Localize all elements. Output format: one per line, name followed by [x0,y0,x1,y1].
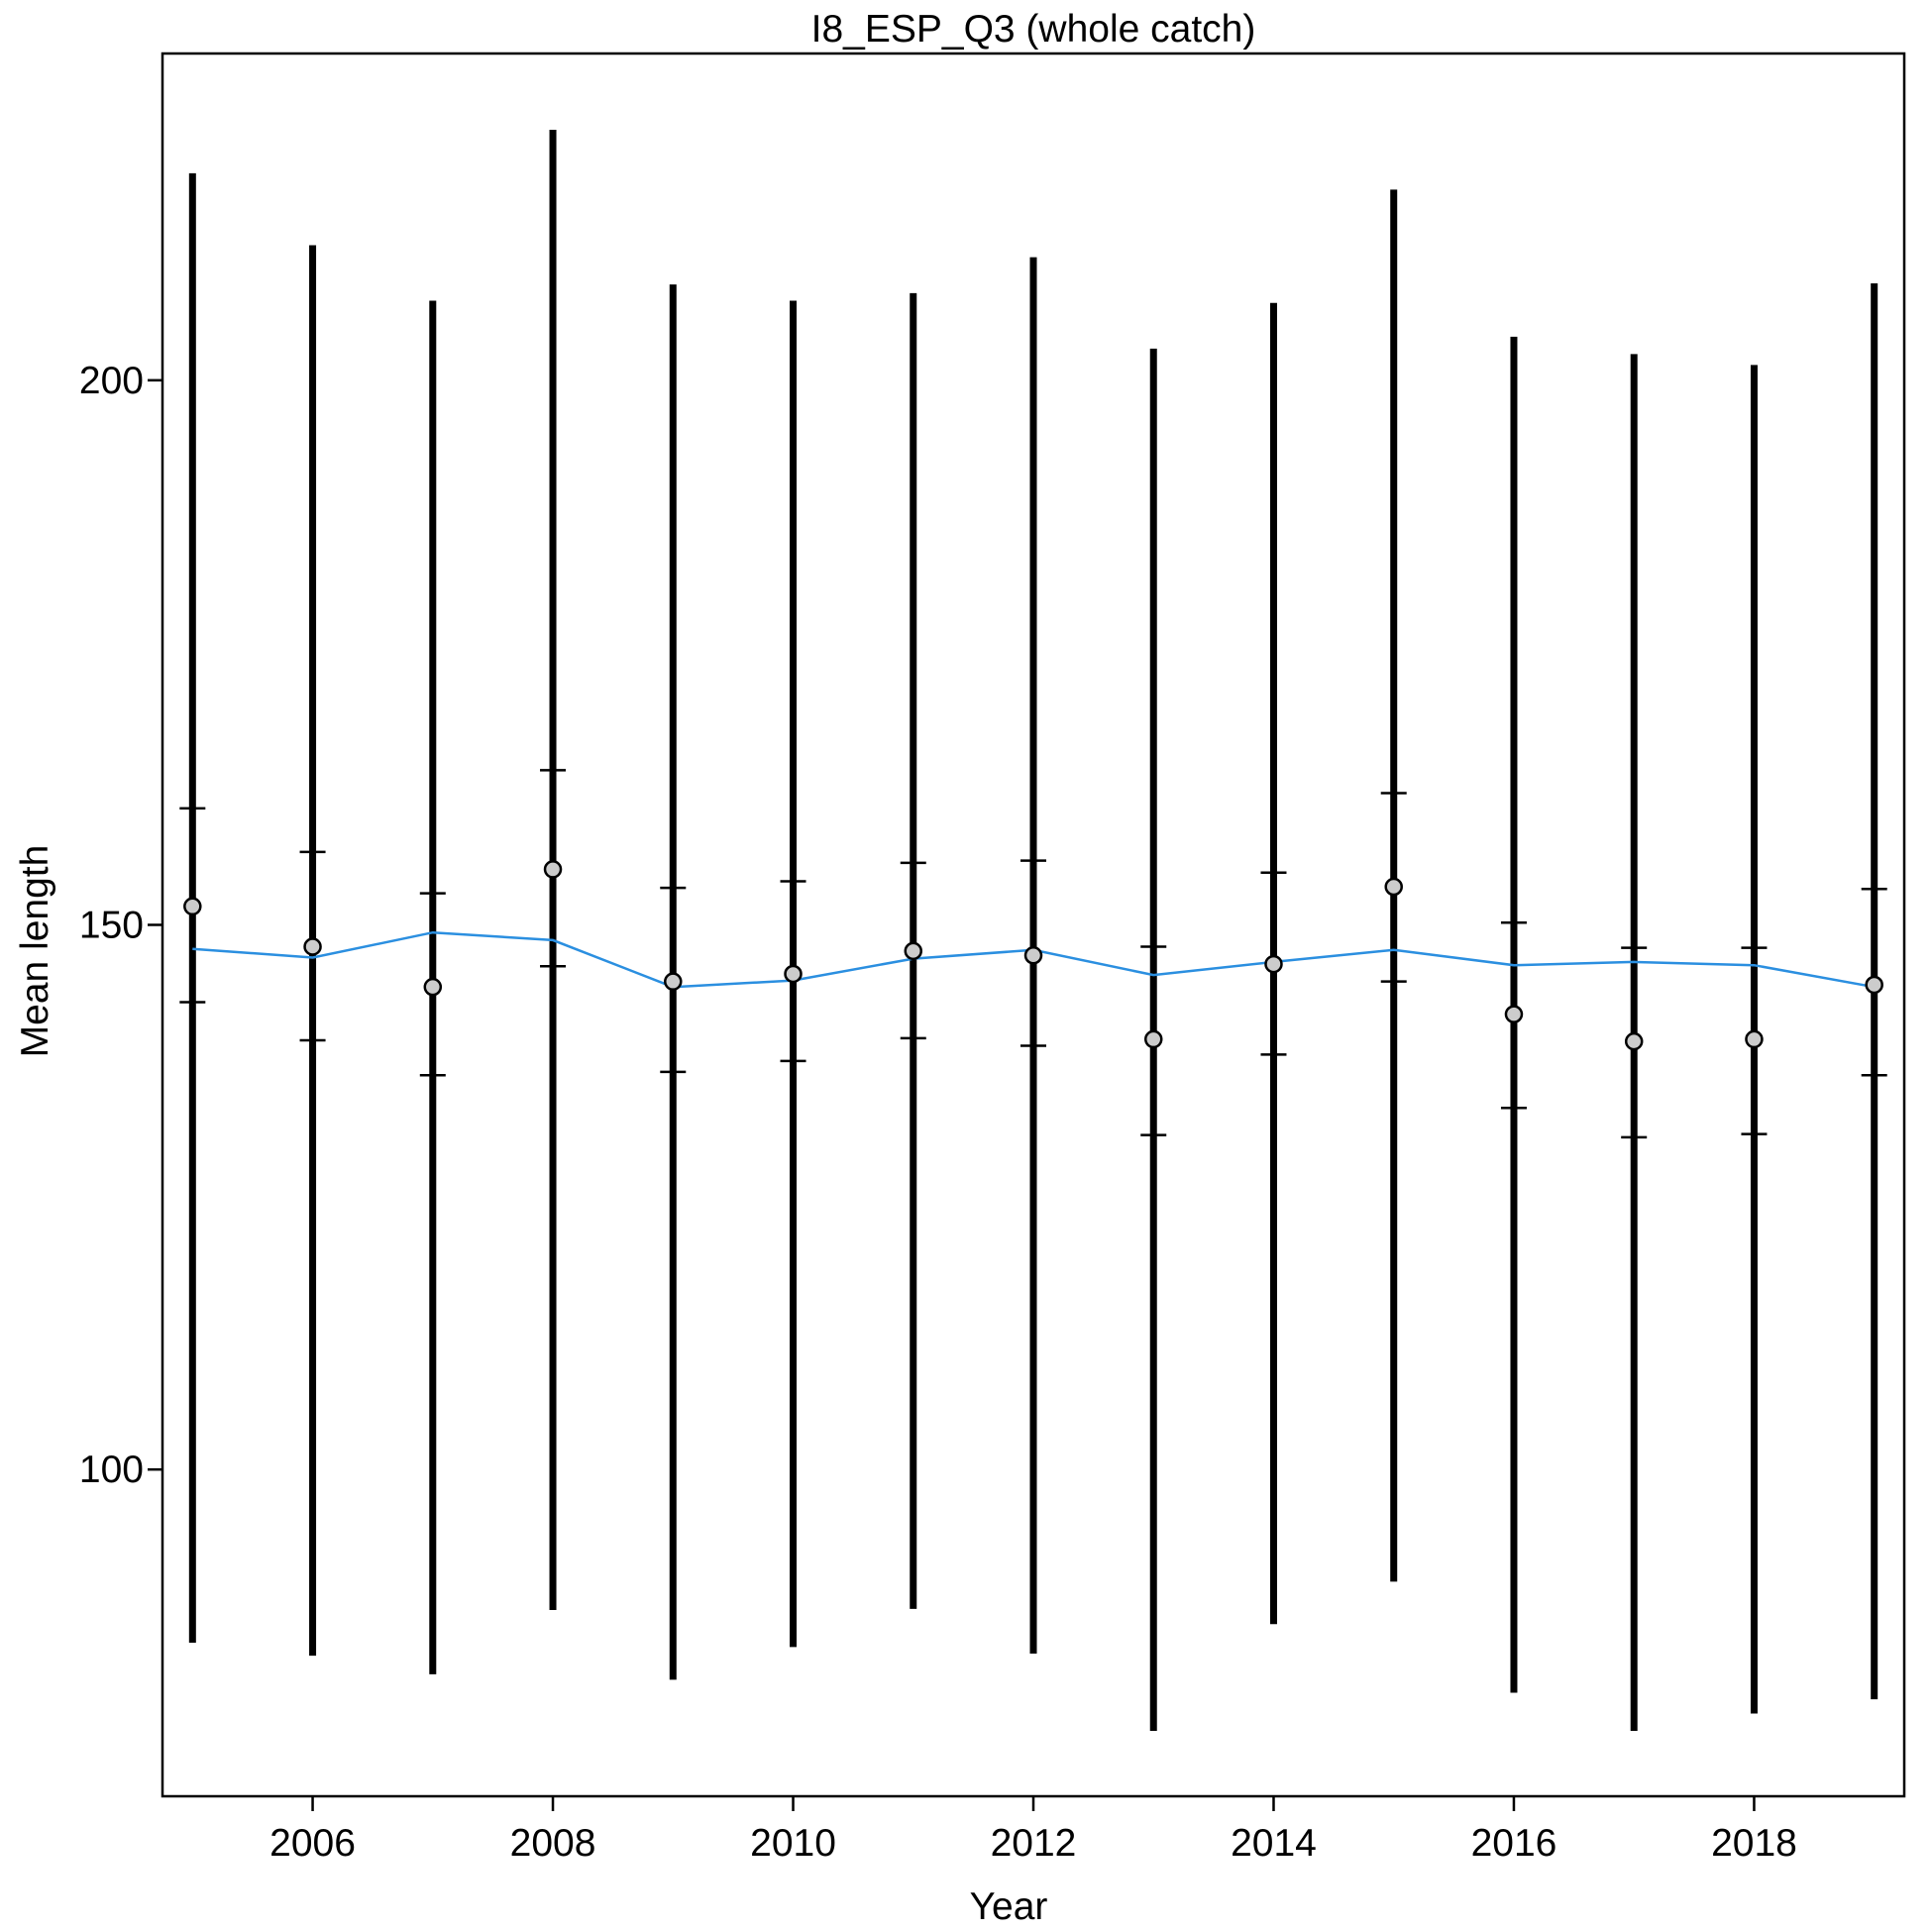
x-tick-label: 2014 [1231,1822,1317,1865]
x-axis-label: Year [970,1885,1048,1928]
y-tick-label: 150 [79,905,144,947]
y-axis: 100 150 200 [79,360,162,1491]
observed-point [1504,1005,1524,1023]
y-axis-label: Mean length [14,845,56,1058]
observed-point [1384,877,1403,897]
x-tick-label: 2012 [991,1822,1077,1865]
observed-point [303,937,322,956]
observed-point [1624,1031,1644,1051]
observed-point [1865,975,1883,995]
observed-point [1264,954,1283,974]
x-tick-label: 2008 [510,1822,596,1865]
observed-point [423,977,443,997]
observed-point [1023,946,1043,965]
observed-point [784,964,803,984]
x-tick-label: 2018 [1711,1822,1797,1865]
observed-point [1745,1029,1764,1049]
observed-points [183,860,1883,1051]
x-tick-label: 2016 [1471,1822,1557,1865]
outer-interval-bars [188,129,1878,1732]
chart-title: I8_ESP_Q3 (whole catch) [811,8,1256,51]
x-tick-label: 2006 [269,1822,356,1865]
observed-point [1143,1029,1163,1049]
observed-point [904,941,923,961]
x-tick-label: 2010 [750,1822,836,1865]
y-tick-label: 200 [79,360,144,402]
observed-point [543,860,563,879]
observed-point [664,972,683,991]
observed-point [183,897,202,916]
inner-interval-ticks [179,769,1887,1139]
y-tick-label: 100 [79,1449,144,1491]
x-axis: 2006 2008 2010 2012 2014 2016 2018 [269,1796,1797,1865]
